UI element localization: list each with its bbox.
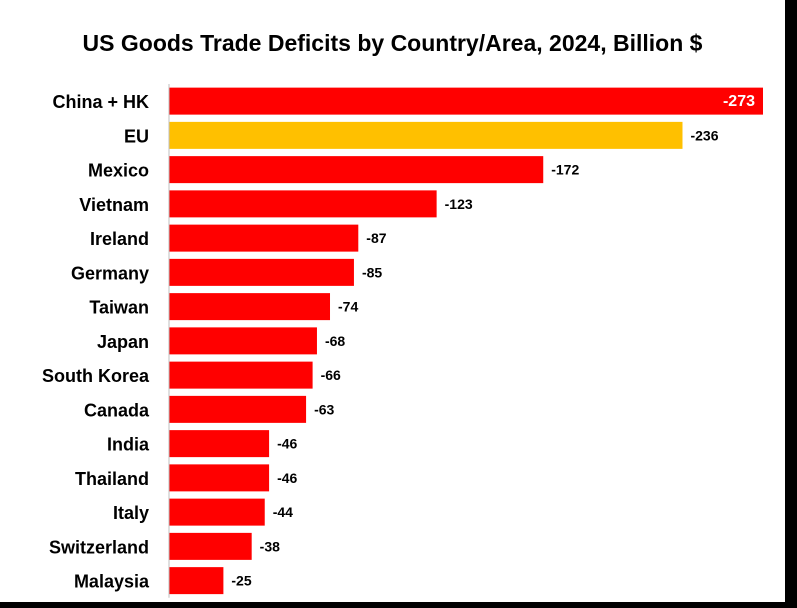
value-label-thailand: -46 (277, 470, 297, 486)
bar-ireland (169, 224, 359, 252)
value-label-japan: -68 (325, 333, 345, 349)
category-label-switzerland: Switzerland (49, 537, 149, 557)
bar-malaysia (169, 567, 224, 595)
bar-japan (169, 327, 317, 355)
bar-thailand (169, 464, 270, 492)
bar-eu (169, 121, 683, 149)
bar-vietnam (169, 190, 437, 218)
chart-title: US Goods Trade Deficits by Country/Area,… (82, 30, 703, 56)
value-label-taiwan: -74 (338, 299, 358, 315)
category-label-india: India (107, 435, 150, 455)
value-label-canada: -63 (314, 401, 334, 417)
value-label-south-korea: -66 (321, 367, 341, 383)
category-label-germany: Germany (71, 263, 149, 283)
category-label-mexico: Mexico (88, 161, 149, 181)
chart-frame: US Goods Trade Deficits by Country/Area,… (0, 0, 785, 602)
bar-switzerland (169, 532, 252, 560)
bar-mexico (169, 156, 544, 184)
category-label-taiwan: Taiwan (89, 298, 149, 318)
category-label-ireland: Ireland (90, 229, 149, 249)
bar-canada (169, 395, 307, 423)
value-label-switzerland: -38 (260, 538, 280, 554)
value-label-ireland: -87 (366, 230, 386, 246)
bar-taiwan (169, 293, 331, 321)
value-label-italy: -44 (273, 504, 293, 520)
bar-india (169, 430, 270, 458)
category-label-eu: EU (124, 126, 149, 146)
bar-germany (169, 258, 354, 286)
value-label-germany: -85 (362, 264, 382, 280)
bar-italy (169, 498, 265, 526)
value-label-china-hk: -273 (723, 93, 755, 110)
value-label-vietnam: -123 (445, 196, 473, 212)
bar-south-korea (169, 361, 313, 389)
value-label-eu: -236 (690, 127, 718, 143)
value-label-india: -46 (277, 436, 297, 452)
category-label-vietnam: Vietnam (79, 195, 149, 215)
bars-layer: China + HK -273 EU -236 Mexico -172 Vietnam -12… (42, 87, 763, 595)
bar-china-hk (169, 87, 763, 115)
category-label-thailand: Thailand (75, 469, 149, 489)
category-label-south-korea: South Korea (42, 366, 150, 386)
bar-chart: China + HK -273 EU -236 Mexico -172 Vietnam -12… (42, 84, 763, 598)
value-label-mexico: -172 (551, 162, 579, 178)
category-label-italy: Italy (113, 503, 149, 523)
category-label-canada: Canada (84, 400, 150, 420)
category-label-japan: Japan (97, 332, 149, 352)
category-label-china-hk: China + HK (52, 92, 149, 112)
category-label-malaysia: Malaysia (74, 572, 150, 592)
value-label-malaysia: -25 (231, 573, 251, 589)
